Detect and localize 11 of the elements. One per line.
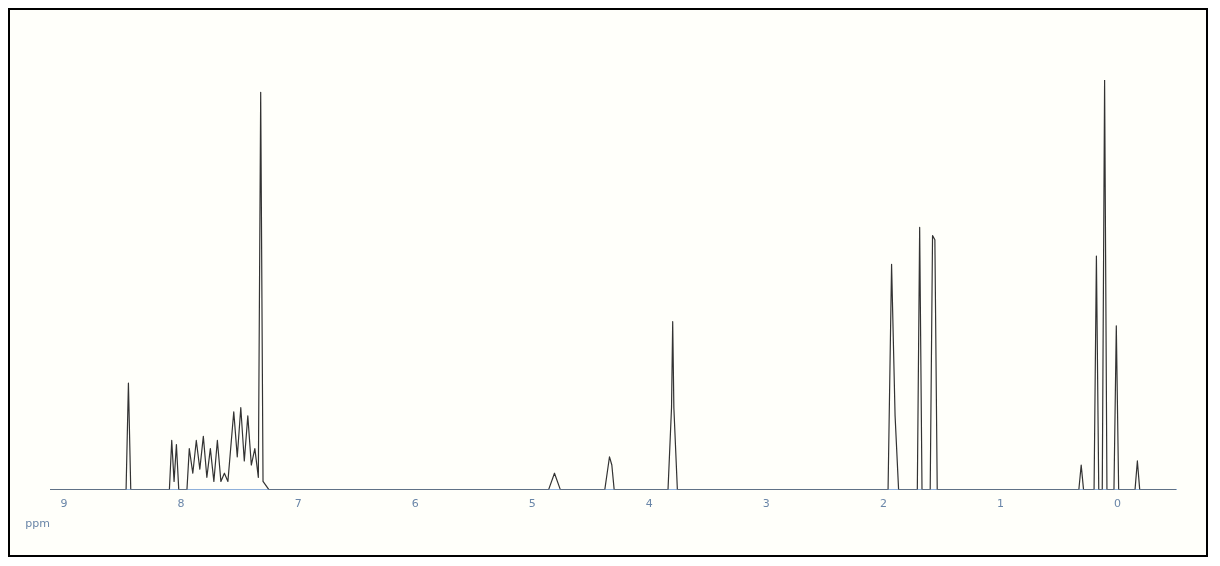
x-tick-label: 0 — [1113, 497, 1121, 511]
x-axis-title: ppm — [25, 517, 50, 531]
x-tick-label: 7 — [294, 497, 302, 511]
x-tick-label: 9 — [60, 497, 68, 511]
x-tick-label: 6 — [411, 497, 419, 511]
x-tick-label: 5 — [528, 497, 536, 511]
x-tick-label: 2 — [879, 497, 887, 511]
x-tick-label: 4 — [645, 497, 653, 511]
x-tick-label: 1 — [996, 497, 1004, 511]
x-tick-label: 3 — [762, 497, 770, 511]
x-tick-label: 8 — [177, 497, 185, 511]
